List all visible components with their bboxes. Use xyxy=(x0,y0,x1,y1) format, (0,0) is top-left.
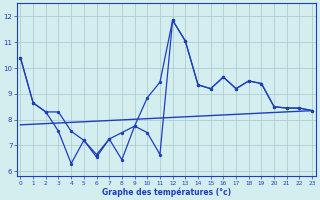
X-axis label: Graphe des températures (°c): Graphe des températures (°c) xyxy=(102,187,231,197)
